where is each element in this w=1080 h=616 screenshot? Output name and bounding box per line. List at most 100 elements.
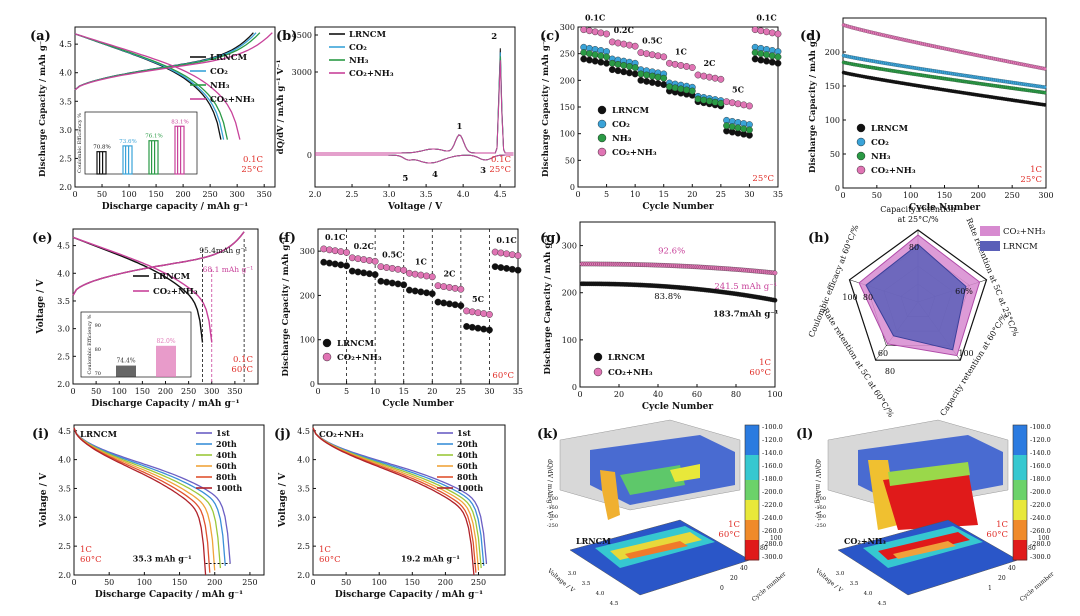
panel-label: (d): [800, 29, 821, 44]
colorbar-segment: [1013, 440, 1027, 446]
data-point: [1042, 90, 1047, 95]
inset-bar-label: 76.1%: [145, 134, 162, 140]
data-point: [1042, 85, 1047, 90]
data-point: [677, 62, 685, 69]
y-tick-label: 0: [310, 380, 315, 389]
data-point: [637, 49, 645, 56]
rate-label: 1C: [415, 256, 427, 266]
condition-label: 60°C: [80, 555, 102, 565]
y-tick-label: 4.5: [59, 40, 72, 49]
y-tick-label: 4.5: [58, 427, 71, 436]
peak-label: 1: [456, 122, 462, 132]
colorbar-segment: [745, 535, 759, 541]
data-point: [700, 96, 708, 104]
data-point: [603, 30, 610, 38]
legend-entry: LRNCM: [1003, 242, 1038, 252]
legend-entry: LRNCM: [612, 106, 650, 116]
colorbar-segment: [1013, 530, 1027, 536]
x-tick-label: 100: [112, 387, 127, 396]
x-axis-label: Cycle Number: [642, 202, 713, 212]
plot-frame: [317, 228, 519, 385]
legend-entry: LRNCM: [153, 272, 191, 282]
z-tick: -150: [815, 505, 826, 511]
legend-entry: LRNCM: [210, 53, 248, 63]
x-tick-label: 50: [341, 578, 351, 587]
surface-ridge: [620, 465, 685, 495]
radar-tick: 60%: [955, 287, 973, 296]
inset-bar-label: 73.6%: [119, 139, 136, 145]
legend-swatch: [980, 241, 1000, 251]
data-point: [503, 265, 510, 272]
y-tick-label: 2.0: [58, 571, 71, 580]
colorbar-segment: [745, 530, 759, 536]
cycle-tick: 100: [770, 535, 782, 542]
y-tick-label: 3.5: [57, 297, 70, 306]
rate-label: 0.1C: [585, 13, 605, 23]
y-tick-label: 2.5: [58, 542, 71, 551]
y-tick-label: 0: [307, 151, 312, 160]
data-point: [666, 83, 673, 91]
colorbar-segment: [745, 485, 759, 491]
legend-swatch: [980, 226, 1000, 236]
x-tick-label: 50: [97, 190, 107, 199]
colorbar-segment: [745, 425, 759, 431]
legend-marker: [593, 367, 603, 377]
cycle-tick: 80: [1028, 545, 1036, 552]
data-point: [337, 261, 345, 269]
data-point: [388, 279, 396, 287]
data-point: [360, 256, 368, 263]
x-tick-label: 3.0: [383, 190, 396, 199]
y-tick-label: 4.0: [58, 456, 71, 465]
data-point: [474, 324, 482, 332]
legend-entry: CO₂+NH₃: [612, 148, 657, 158]
x-tick-label: 4.5: [494, 190, 507, 199]
data-point: [620, 62, 628, 69]
legend-marker: [856, 151, 866, 161]
data-point: [457, 285, 465, 293]
colorbar-segment: [1013, 445, 1027, 451]
series-cycle-curve: [73, 427, 216, 571]
radar-axis-label: Capacity retention: [880, 205, 956, 214]
data-point: [591, 51, 599, 59]
rate-label: 0.5C: [642, 36, 662, 46]
colorbar-segment: [745, 480, 759, 486]
plot-frame: [842, 17, 1047, 189]
colorbar-tick: -180.0: [1030, 475, 1051, 483]
x-tick-label: 100: [137, 578, 152, 587]
colorbar-segment: [1013, 540, 1027, 546]
rate-label: 0.1C: [756, 13, 776, 23]
chart-title: CO₂+NH₃: [844, 536, 886, 546]
colorbar-tick: -220.0: [1030, 501, 1051, 509]
radar-area: [865, 243, 967, 351]
y-tick-label: 3.0: [57, 325, 70, 334]
x-tick-label: 5: [604, 190, 609, 199]
x-tick-label: 0: [840, 191, 845, 200]
cycle-tick: 100: [1038, 535, 1050, 542]
series-cycle-curve: [73, 427, 207, 576]
y-tick-label: 200: [562, 289, 577, 298]
colorbar-tick: -160.0: [1030, 462, 1051, 470]
condition-label: 60°C: [718, 530, 740, 540]
data-point: [331, 247, 339, 255]
data-point: [586, 27, 593, 35]
data-point: [603, 59, 610, 67]
legend-entry: NH₃: [871, 152, 891, 162]
rate-label: 2C: [703, 58, 715, 68]
legend-entry: CO₂+NH₃: [608, 368, 653, 378]
inset-bar: [116, 365, 136, 377]
data-point: [366, 270, 373, 278]
series-charge-curve: [74, 32, 273, 91]
y-axis-label: dQ/dV / mAh g⁻¹ V⁻¹: [276, 59, 286, 154]
legend-entry: LRNCM: [337, 339, 375, 349]
x-tick-label: 0: [315, 387, 320, 396]
cycle-tick: 0: [720, 585, 724, 592]
data-point: [383, 278, 390, 286]
series-dqdv-curve: [315, 154, 514, 164]
y-axis-label: Cycle number: [1019, 570, 1056, 603]
data-point: [637, 70, 645, 78]
series-cycle-curve: [73, 427, 226, 566]
data-point: [366, 257, 373, 264]
condition-label: 60°C: [986, 530, 1008, 540]
x-tick-label: 0: [72, 190, 77, 199]
series-discharge-curve: [72, 236, 213, 343]
